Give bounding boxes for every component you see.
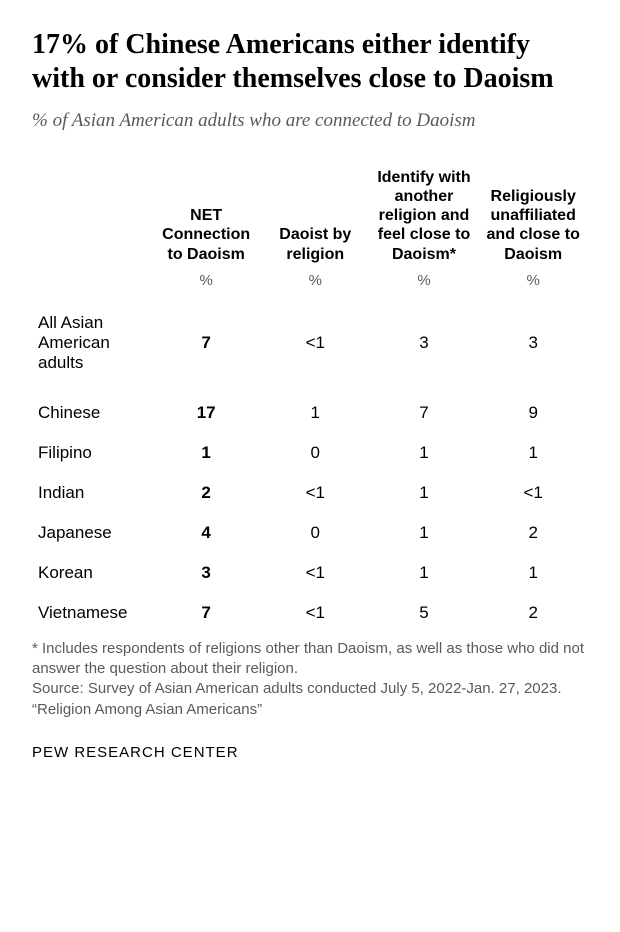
col-header-daoist: Daoist by religion: [261, 164, 370, 268]
cell-value: 3: [478, 303, 588, 393]
cell-value: 1: [478, 433, 588, 473]
table-row: Indian2<11<1: [32, 473, 588, 513]
cell-value: 5: [370, 593, 479, 633]
cell-value: 3: [370, 303, 479, 393]
chart-title: 17% of Chinese Americans either identify…: [32, 28, 588, 95]
row-label: Filipino: [32, 433, 151, 473]
cell-value: 1: [370, 553, 479, 593]
col-header-other-religion: Identify with another religion and feel …: [370, 164, 479, 268]
table-row: Filipino1011: [32, 433, 588, 473]
row-label: Indian: [32, 473, 151, 513]
percent-label: %: [151, 268, 261, 303]
cell-value: <1: [261, 593, 370, 633]
cell-value: 7: [151, 303, 261, 393]
table-row: Chinese17179: [32, 393, 588, 433]
row-label: Chinese: [32, 393, 151, 433]
cell-value: 2: [151, 473, 261, 513]
table-row: All Asian American adults7<133: [32, 303, 588, 393]
cell-value: <1: [261, 473, 370, 513]
cell-value: 0: [261, 433, 370, 473]
cell-value: 7: [151, 593, 261, 633]
cell-value: 1: [370, 433, 479, 473]
percent-label: %: [261, 268, 370, 303]
row-label: Japanese: [32, 513, 151, 553]
cell-value: 1: [151, 433, 261, 473]
cell-value: 7: [370, 393, 479, 433]
table-row: Korean3<111: [32, 553, 588, 593]
cell-value: <1: [261, 553, 370, 593]
cell-value: 0: [261, 513, 370, 553]
report-name: “Religion Among Asian Americans”: [32, 700, 588, 720]
table-row: Vietnamese7<152: [32, 593, 588, 633]
percent-row: % % % %: [32, 268, 588, 303]
table-row: Japanese4012: [32, 513, 588, 553]
cell-value: 1: [261, 393, 370, 433]
cell-value: 3: [151, 553, 261, 593]
cell-value: <1: [261, 303, 370, 393]
row-label: Korean: [32, 553, 151, 593]
data-table: NET Connection to Daoism Daoist by relig…: [32, 164, 588, 633]
attribution: PEW RESEARCH CENTER: [32, 744, 588, 761]
percent-label: %: [370, 268, 479, 303]
row-label: Vietnamese: [32, 593, 151, 633]
cell-value: 4: [151, 513, 261, 553]
cell-value: 2: [478, 513, 588, 553]
percent-label: %: [478, 268, 588, 303]
cell-value: 9: [478, 393, 588, 433]
row-label: All Asian American adults: [32, 303, 151, 393]
source-text: Source: Survey of Asian American adults …: [32, 679, 588, 699]
cell-value: 1: [478, 553, 588, 593]
cell-value: 1: [370, 513, 479, 553]
cell-value: 2: [478, 593, 588, 633]
header-row: NET Connection to Daoism Daoist by relig…: [32, 164, 588, 268]
col-header-net: NET Connection to Daoism: [151, 164, 261, 268]
cell-value: 17: [151, 393, 261, 433]
cell-value: 1: [370, 473, 479, 513]
cell-value: <1: [478, 473, 588, 513]
col-header-unaffiliated: Religiously unaffiliated and close to Da…: [478, 164, 588, 268]
chart-subtitle: % of Asian American adults who are conne…: [32, 109, 588, 134]
footnote: * Includes respondents of religions othe…: [32, 639, 588, 680]
